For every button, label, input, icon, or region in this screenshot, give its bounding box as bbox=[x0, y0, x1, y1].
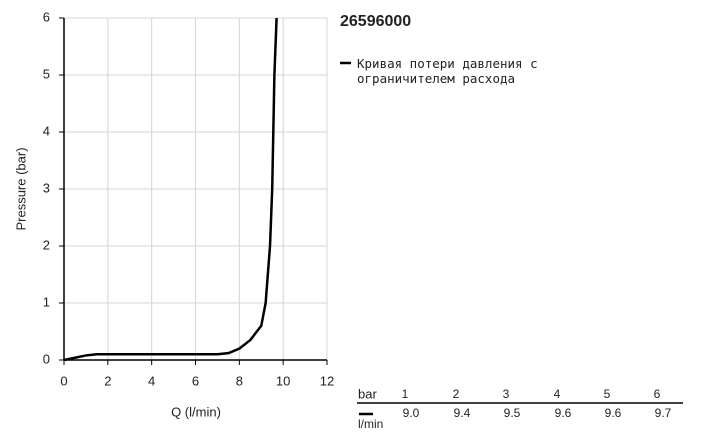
legend-entry: Кривая потери давления с ограничителем р… bbox=[357, 56, 538, 86]
y-tick-label: 4 bbox=[43, 123, 50, 138]
table-cell: 9.6 bbox=[605, 406, 622, 420]
line-series bbox=[63, 17, 278, 362]
table-cell: 1 bbox=[402, 387, 409, 401]
table-cell: 3 bbox=[503, 387, 510, 401]
y-tick-label: 6 bbox=[43, 9, 50, 24]
x-tick-label: 4 bbox=[148, 373, 155, 388]
y-axis-label: Pressure (bar) bbox=[13, 147, 28, 230]
y-tick-label: 0 bbox=[43, 351, 50, 366]
x-axis-label: Q (l/min) bbox=[171, 404, 221, 419]
y-tick-label: 3 bbox=[43, 180, 50, 195]
y-tick-label: 2 bbox=[43, 237, 50, 252]
table-cell: 9.5 bbox=[504, 406, 521, 420]
x-tick-label: 12 bbox=[320, 373, 334, 388]
x-tick-label: 10 bbox=[276, 373, 290, 388]
y-tick-label: 5 bbox=[43, 66, 50, 81]
x-tick-label: 8 bbox=[236, 373, 243, 388]
table-cell: 6 bbox=[654, 387, 661, 401]
table-cell: 5 bbox=[604, 387, 611, 401]
y-tick-label: 1 bbox=[43, 294, 50, 309]
table-cell: 9.6 bbox=[555, 406, 572, 420]
table-row-title: bar bbox=[358, 386, 377, 401]
x-tick-label: 0 bbox=[60, 373, 67, 388]
table-cell: 9.7 bbox=[655, 406, 672, 420]
x-tick-label: 2 bbox=[104, 373, 111, 388]
table-cell: 4 bbox=[554, 387, 561, 401]
chart-title: 26596000 bbox=[340, 13, 411, 30]
table-row-title: l/min bbox=[358, 417, 383, 431]
table-cell: 9.4 bbox=[454, 406, 471, 420]
x-tick-label: 6 bbox=[192, 373, 199, 388]
table-cell: 2 bbox=[453, 387, 460, 401]
table-cell: 9.0 bbox=[403, 406, 420, 420]
